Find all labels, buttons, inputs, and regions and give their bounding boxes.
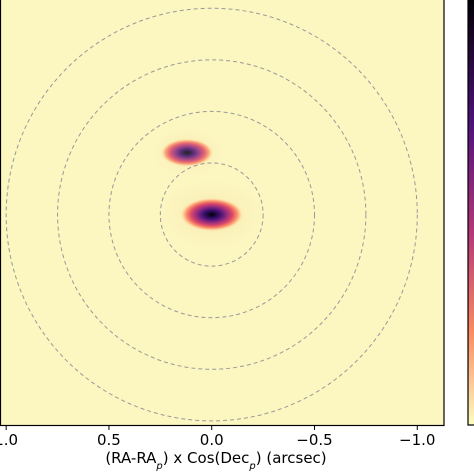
x-axis-label-part: ) (arcsec)	[256, 449, 327, 467]
source	[179, 197, 244, 232]
x-axis-label-part: ) x Cos(Dec	[163, 449, 250, 467]
aperture-circle	[108, 110, 316, 319]
x-tick-label: 1.0	[0, 431, 18, 449]
aperture-circle	[159, 162, 264, 267]
aperture-circle	[57, 59, 367, 370]
x-tick-label: 0.5	[97, 431, 121, 449]
x-tick-label: −1.0	[399, 431, 435, 449]
plot-frame	[0, 0, 445, 427]
x-axis-label-part: (RA-RA	[105, 449, 157, 467]
x-tick-label: 0.0	[200, 431, 224, 449]
colorbar	[467, 0, 474, 426]
x-axis-label-part: p	[248, 461, 255, 472]
source	[160, 138, 214, 167]
x-axis-label-part: p	[155, 461, 162, 472]
x-tick-label: −0.5	[296, 431, 332, 449]
x-axis-label: (RA-RAp) x Cos(Decp) (arcsec)	[105, 449, 326, 472]
aperture-circle	[5, 7, 418, 422]
